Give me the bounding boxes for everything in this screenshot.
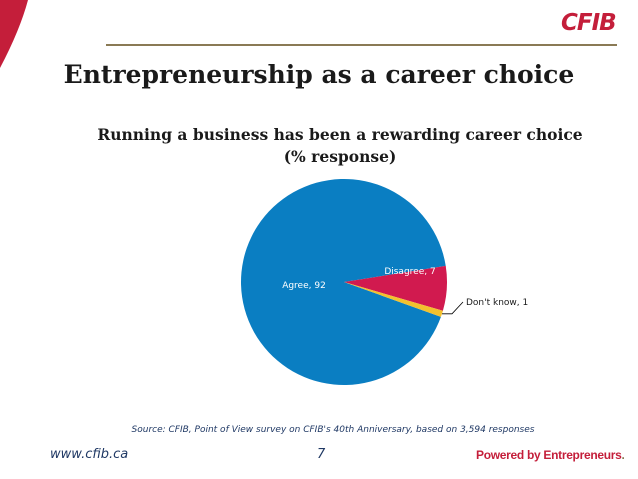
chart-title: Running a business has been a rewarding … [80, 124, 600, 168]
pie-label-agree: Agree, 92 [282, 281, 326, 291]
pie-slice-agree [240, 179, 446, 386]
pie-slice-disagree [344, 265, 447, 311]
source-note: Source: CFIB, Point of View survey on CF… [131, 425, 535, 435]
slide-title: Entrepreneurship as a career choice [63, 60, 575, 89]
tagline-text: Powered by Entrepreneurs [476, 448, 622, 462]
chart-title-line1: Running a business has been a rewarding … [97, 125, 583, 144]
tagline-dot: . [621, 448, 625, 462]
pie-label-don-t-know: Don't know, 1 [466, 298, 528, 308]
pie-slice-don-t-know [344, 282, 443, 317]
cfib-logo: CFIB [561, 10, 617, 36]
header-rule [106, 44, 617, 46]
tagline: Powered by Entrepreneurs. [476, 448, 625, 462]
pie-label-disagree: Disagree, 7 [384, 267, 435, 277]
pie-leader-line [442, 301, 464, 315]
chart-title-line2: (% response) [283, 147, 397, 166]
page-number: 7 [317, 447, 326, 462]
website-link[interactable]: www.cfib.ca [50, 447, 129, 462]
corner-decoration [0, 0, 28, 68]
